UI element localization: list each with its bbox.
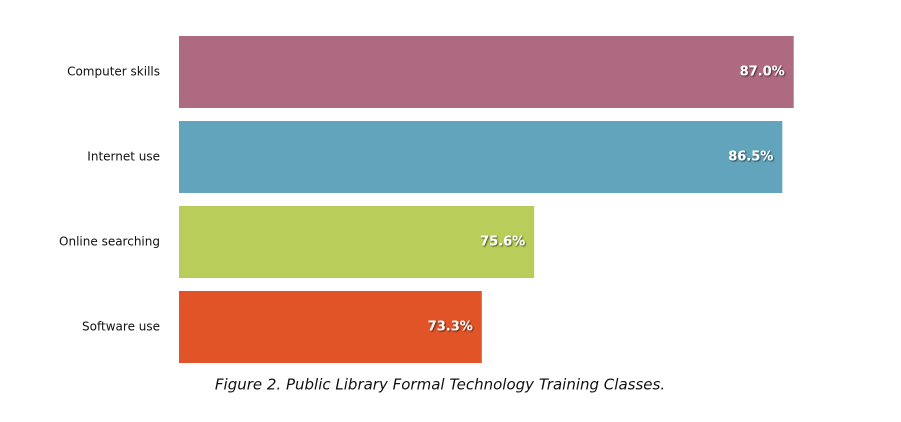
bar — [179, 206, 535, 278]
category-label: Online searching — [59, 235, 160, 249]
value-label: 75.6% — [480, 235, 525, 250]
bar — [179, 36, 794, 108]
category-label: Internet use — [87, 150, 160, 164]
value-label: 86.5% — [728, 150, 773, 165]
bar — [179, 121, 783, 193]
value-label: 73.3% — [428, 320, 473, 335]
value-label: 87.0% — [740, 65, 785, 80]
bar — [179, 291, 482, 363]
chart-title: Figure 2. Public Library Formal Technolo… — [215, 376, 665, 394]
category-label: Computer skills — [67, 65, 160, 79]
category-label: Software use — [82, 320, 160, 334]
